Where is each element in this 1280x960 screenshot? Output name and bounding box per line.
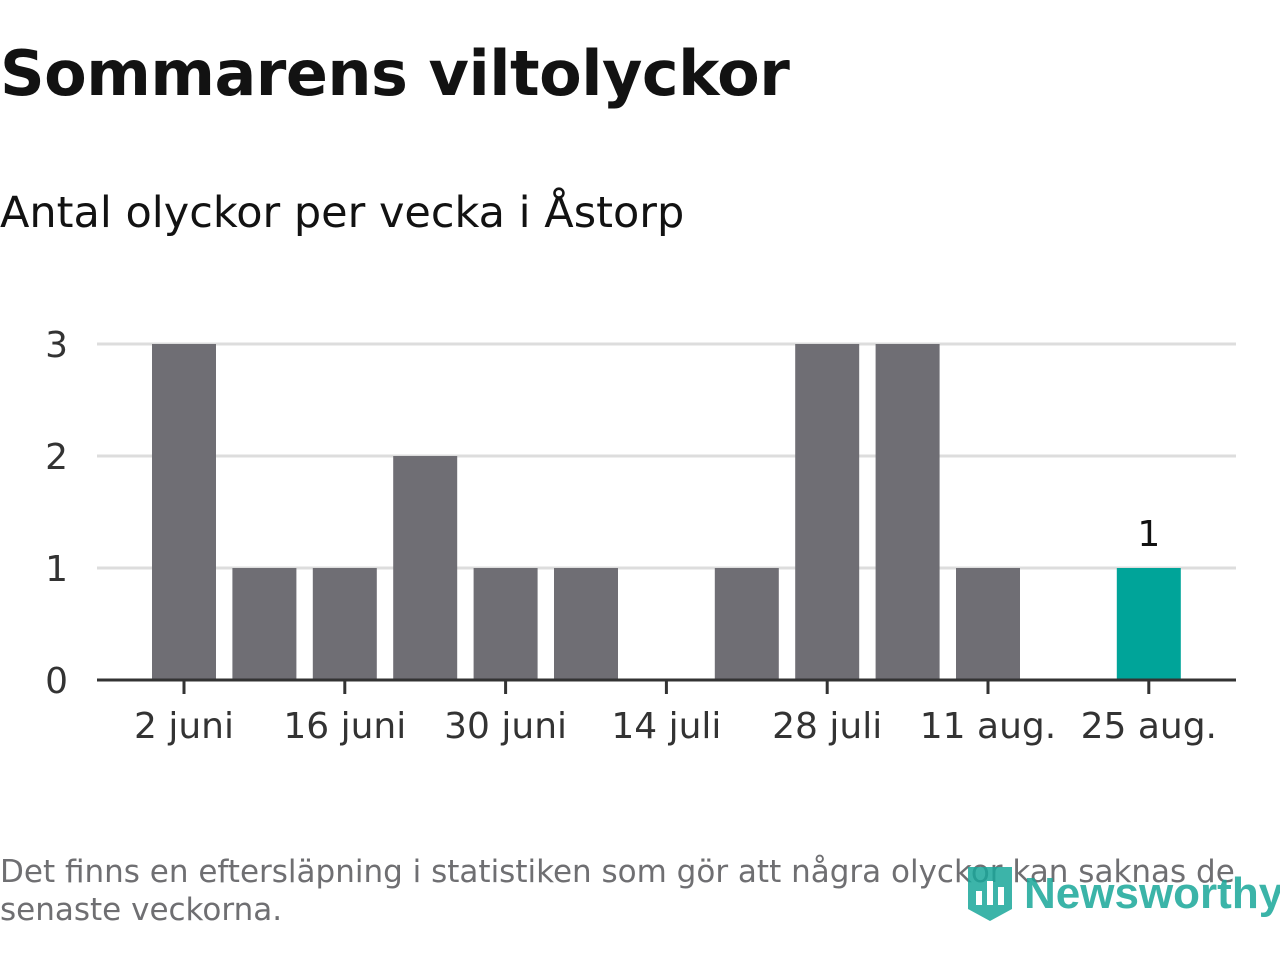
- x-tick-label: 11 aug.: [920, 706, 1056, 747]
- footnote: Det finns en eftersläpning i statistiken…: [0, 854, 1235, 928]
- y-tick-label: 0: [45, 661, 68, 702]
- y-tick-label: 1: [45, 549, 68, 590]
- chart-subtitle: Antal olyckor per vecka i Åstorp: [0, 188, 685, 238]
- bar: [875, 344, 940, 680]
- bar: [554, 568, 618, 680]
- x-tick-label: 14 juli: [611, 706, 721, 747]
- data-label: 1: [1137, 514, 1160, 555]
- newsworthy-logo: Newsworthy: [964, 862, 1280, 926]
- bar: [232, 568, 297, 680]
- bar: [956, 568, 1020, 680]
- bar: [795, 344, 860, 680]
- x-tick-label: 28 juli: [772, 706, 882, 747]
- logo-text: Newsworthy: [1024, 869, 1280, 918]
- newsworthy-logo-icon: [968, 867, 1012, 921]
- y-tick-label: 2: [45, 437, 68, 478]
- bar-chart: 0 1 2 3 1 2 juni 16 juni 30 juni 14 juli 28 juli 1…: [45, 325, 1236, 747]
- bar: [312, 568, 377, 680]
- x-tick-label: 2 juni: [134, 706, 234, 747]
- x-tick-label: 25 aug.: [1081, 706, 1217, 747]
- x-tick-label: 16 juni: [283, 706, 406, 747]
- x-tick-label: 30 juni: [444, 706, 567, 747]
- bar: [152, 344, 216, 680]
- bar: [473, 568, 538, 680]
- bar: [714, 568, 779, 680]
- chart-title: Sommarens viltolyckor: [0, 37, 790, 110]
- y-tick-label: 3: [45, 325, 68, 366]
- bar: [393, 456, 458, 680]
- bar: [1116, 568, 1181, 680]
